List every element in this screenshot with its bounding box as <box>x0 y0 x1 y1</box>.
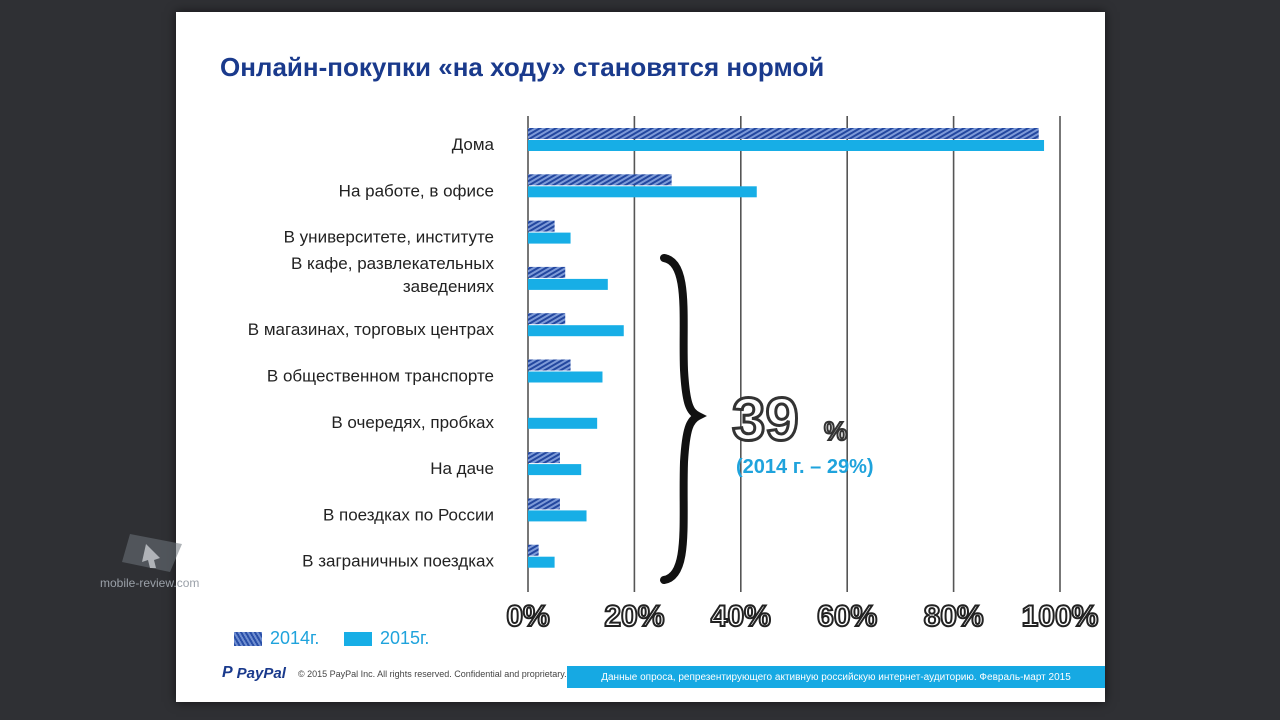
category-label-line: В магазинах, торговых центрах <box>248 320 495 339</box>
bar-2015 <box>528 186 757 198</box>
bar-2015 <box>528 232 571 244</box>
legend-label-2014: 2014г. <box>270 628 320 648</box>
bar-2015 <box>528 556 555 568</box>
category-label: На работе, в офисе <box>339 181 494 200</box>
category-label-line: В университете, институте <box>284 228 494 247</box>
copyright-text: © 2015 PayPal Inc. All rights reserved. … <box>298 669 567 679</box>
category-label: В очередях, пробках <box>331 413 494 432</box>
legend-item-2014: 2014г. <box>234 628 319 649</box>
category-label: Дома <box>452 135 495 154</box>
category-label-line: В очередях, пробках <box>331 413 494 432</box>
category-label: В поездках по России <box>323 505 494 524</box>
category-label-line: Дома <box>452 135 495 154</box>
category-label-line: В кафе, развлекательных <box>291 254 495 273</box>
bar-2014 <box>528 128 1039 139</box>
bar-2014 <box>528 498 560 510</box>
category-label: В университете, институте <box>284 228 494 247</box>
watermark-logo-icon <box>122 534 182 572</box>
legend-label-2015: 2015г. <box>380 628 430 648</box>
source-note: Данные опроса, репрезентирующего активну… <box>567 666 1105 688</box>
bar-2015 <box>528 464 582 476</box>
x-tick-label: 100% <box>1022 600 1099 633</box>
watermark-text: mobile-review.com <box>100 576 200 590</box>
slide-title: Онлайн-покупки «на ходу» становятся норм… <box>220 52 825 82</box>
x-tick-label: 0% <box>506 600 549 633</box>
highlight-note: (2014 г. – 29%) <box>736 456 874 478</box>
bar-2015 <box>528 371 603 383</box>
x-tick-label: 80% <box>924 600 984 633</box>
category-label: В общественном транспорте <box>267 367 494 386</box>
bar-2015 <box>528 325 624 337</box>
brace-icon <box>660 254 707 584</box>
category-label-line: На работе, в офисе <box>339 181 494 200</box>
category-label-line: В поездках по России <box>323 505 494 524</box>
category-label-line: В заграничных поездках <box>302 552 494 571</box>
highlight-percent: % <box>824 416 847 446</box>
category-label: На даче <box>430 459 494 478</box>
category-label-line: заведениях <box>403 277 495 296</box>
category-label: В кафе, развлекательных заведениях <box>291 254 495 296</box>
x-tick-label: 40% <box>711 600 771 633</box>
bar-2014 <box>528 359 571 371</box>
paypal-logo-text: PayPal <box>236 664 286 682</box>
category-label: В магазинах, торговых центрах <box>248 320 495 339</box>
legend-swatch-2015 <box>344 631 372 646</box>
legend-item-2015: 2015г. <box>344 628 429 649</box>
legend-swatch-2014 <box>234 631 262 646</box>
bar-2015 <box>528 278 608 290</box>
paypal-logo-mark: P <box>222 664 233 681</box>
bar-2014 <box>528 174 672 186</box>
bar-2015 <box>528 510 587 522</box>
bar-2014 <box>528 544 539 556</box>
paypal-logo: P PayPal <box>222 664 286 682</box>
bar-2014 <box>528 313 566 325</box>
category-label-line: В общественном транспорте <box>267 367 494 386</box>
bar-2015 <box>528 417 598 429</box>
bar-2014 <box>528 266 566 278</box>
bar-2015 <box>528 140 1045 151</box>
highlight-value: 39 <box>732 386 799 453</box>
x-tick-label: 60% <box>817 600 877 633</box>
category-label: В заграничных поездках <box>302 552 494 571</box>
bar-2014 <box>528 452 560 464</box>
x-tick-label: 20% <box>604 600 664 633</box>
slide <box>176 12 1105 702</box>
bar-2014 <box>528 220 555 232</box>
category-label-line: На даче <box>430 459 494 478</box>
